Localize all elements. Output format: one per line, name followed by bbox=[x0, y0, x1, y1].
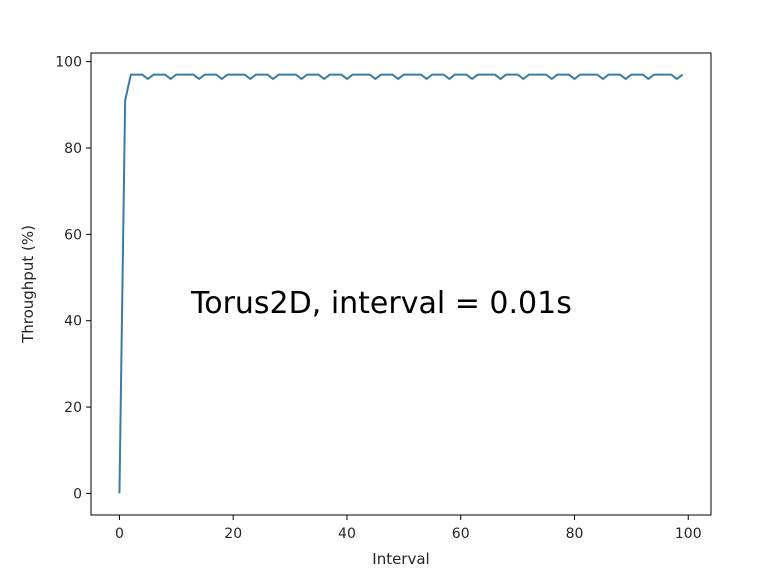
y-tick-label: 100 bbox=[55, 55, 82, 71]
y-tick-label: 40 bbox=[64, 314, 82, 330]
x-tick-label: 20 bbox=[224, 526, 242, 542]
x-tick-label: 80 bbox=[566, 526, 584, 542]
x-tick-label: 100 bbox=[675, 526, 702, 542]
throughput-series-line bbox=[118, 73, 684, 494]
x-tick-label: 60 bbox=[452, 526, 470, 542]
axes-frame bbox=[90, 52, 712, 516]
y-tick-label: 80 bbox=[64, 141, 82, 157]
plot-area bbox=[118, 73, 684, 494]
chart-annotation: Torus2D, interval = 0.01s bbox=[190, 286, 572, 321]
y-tick-label: 0 bbox=[73, 486, 82, 502]
x-tick-label: 40 bbox=[338, 526, 356, 542]
y-axis-label: Throughput (%) bbox=[19, 225, 37, 344]
y-axis: 0 20 40 60 80 100 bbox=[55, 55, 91, 502]
x-axis-label: Interval bbox=[372, 550, 429, 568]
y-tick-label: 60 bbox=[64, 227, 82, 243]
x-axis: 0 20 40 60 80 100 bbox=[115, 515, 702, 542]
x-tick-label: 0 bbox=[115, 526, 124, 542]
y-tick-label: 20 bbox=[64, 400, 82, 416]
